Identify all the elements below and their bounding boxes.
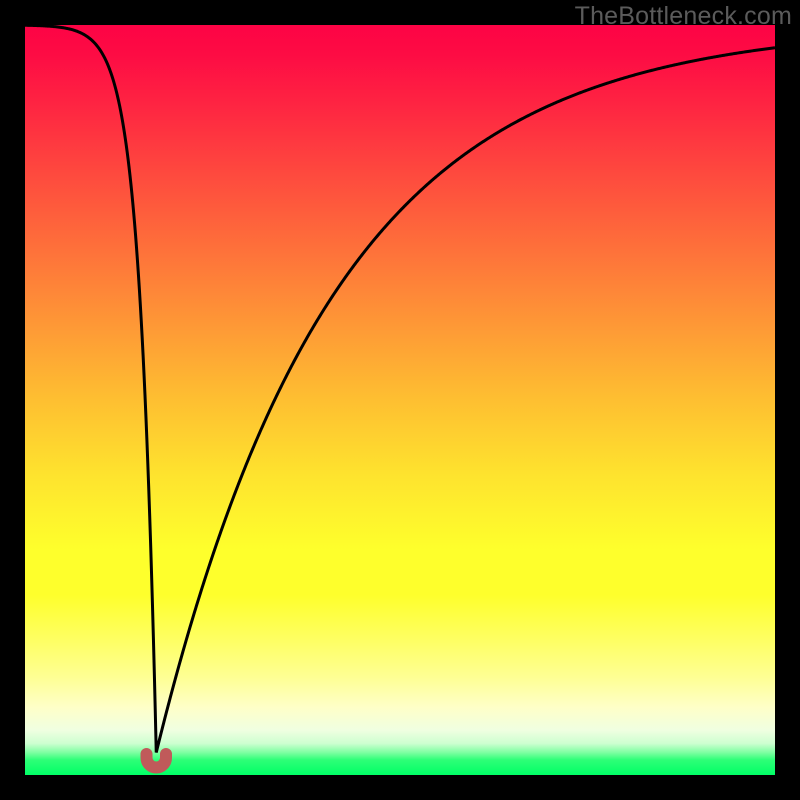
gradient-background <box>25 25 775 775</box>
watermark-label: TheBottleneck.com <box>575 2 792 31</box>
plot-svg <box>0 0 800 800</box>
chart-frame: TheBottleneck.com <box>0 0 800 800</box>
